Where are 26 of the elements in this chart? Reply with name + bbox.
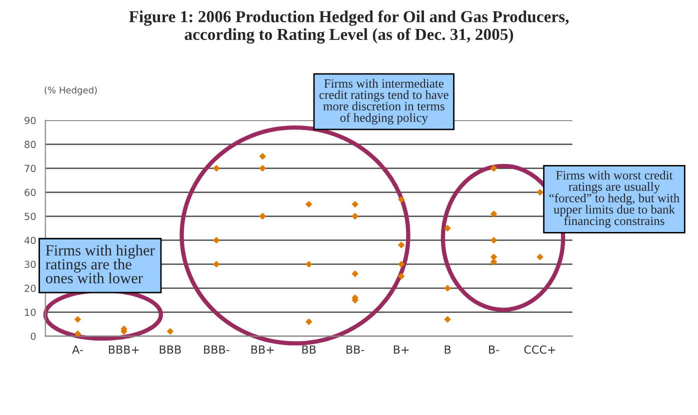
y-tick-label: 60 (24, 188, 36, 196)
x-tick-label: BB (302, 346, 316, 354)
y-tick-label: 30 (24, 260, 36, 268)
y-tick-label: 80 (24, 140, 36, 148)
x-tick-label: BB+ (251, 346, 274, 354)
x-tick-label: A- (72, 346, 83, 354)
x-tick-label: BBB (160, 346, 181, 354)
chart-title: Figure 1: 2006 Production Hedged for Oil and Gas Producers, according to Rating Level (as of Dec. 31, 2005) (129, 10, 569, 44)
x-tick-label: B+ (394, 346, 409, 354)
y-tick-label: 70 (24, 164, 36, 172)
x-tick-label: CCC+ (524, 345, 556, 354)
y-tick-label: 50 (24, 212, 36, 220)
y-tick-label: 40 (24, 236, 36, 244)
y-tick-label: 90 (24, 116, 36, 124)
x-tick-label: B- (489, 346, 500, 354)
annotation: Firms with intermediate credit ratings tend to have more discretion in terms of hedging policy (319, 78, 448, 124)
annotation: Firms with worst credit ratings are usually “forced” to hedg, but with upper limits due to bank financing constrains (549, 170, 680, 228)
x-tick-label: BBB+ (108, 346, 139, 354)
y-axis-title: (% Hedged) (44, 86, 97, 96)
annotation: Firms with higher ratings are the ones with lower (46, 244, 155, 284)
x-tick-label: BB- (346, 346, 364, 354)
y-tick-label: 0 (30, 332, 36, 340)
x-tick-label: BBB- (204, 346, 230, 354)
y-tick-label: 20 (24, 284, 36, 292)
y-tick-label: 10 (25, 308, 36, 316)
x-tick-label: B (444, 346, 451, 354)
